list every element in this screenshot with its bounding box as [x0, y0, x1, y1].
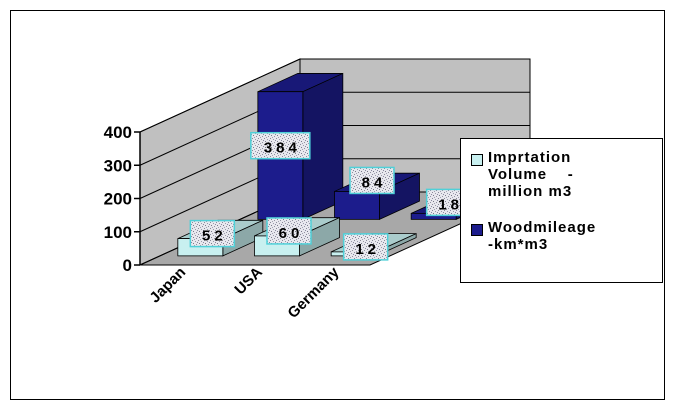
legend-item-woodmileage: Woodmileage -km*m3	[471, 219, 596, 253]
chart-frame	[10, 10, 665, 400]
data-label-text: 60	[279, 225, 304, 242]
data-label-box	[189, 219, 236, 248]
y-tick-label: 300	[104, 156, 132, 175]
data-label-text: 12	[355, 241, 380, 258]
data-label-box	[250, 131, 311, 160]
data-label-text: 84	[362, 174, 387, 191]
data-label-text: 52	[202, 228, 227, 245]
data-labels: 384 84 18 52 60 12	[189, 131, 472, 261]
legend-item-importation: Imprtation Volume - million m3	[471, 149, 574, 200]
data-label-0-0: 52	[189, 219, 236, 248]
legend-swatch-importation	[471, 154, 483, 166]
x-category-label: Japan	[146, 264, 189, 307]
x-axis-categories: Japan USA Germany	[146, 263, 342, 321]
y-tick-label: 200	[104, 190, 132, 209]
data-label-box	[349, 166, 395, 195]
y-tick-label: 400	[104, 123, 132, 142]
data-label-text: 384	[264, 140, 301, 157]
data-label-text: 18	[438, 196, 463, 213]
x-category-label: Germany	[284, 263, 342, 321]
bar-front	[334, 191, 380, 220]
y-tick-label: 0	[123, 256, 132, 275]
y-tick-label: 100	[104, 223, 132, 242]
data-label-box	[266, 217, 312, 245]
data-label-1-0: 384	[250, 131, 311, 160]
legend-swatch-woodmileage	[471, 224, 483, 236]
legend-label-importation: Imprtation Volume - million m3	[488, 149, 574, 200]
legend-label-woodmileage: Woodmileage -km*m3	[488, 219, 597, 253]
data-label-0-1: 60	[266, 217, 312, 245]
gridline-side	[139, 58, 301, 133]
data-label-0-2: 12	[342, 233, 389, 261]
y-axis-ticks: 0 100 200 300 400	[104, 123, 141, 275]
x-category-label: USA	[231, 264, 266, 299]
data-label-box	[342, 233, 389, 261]
legend: Imprtation Volume - million m3 Woodmilea…	[460, 138, 663, 283]
data-label-1-1: 84	[349, 166, 395, 195]
